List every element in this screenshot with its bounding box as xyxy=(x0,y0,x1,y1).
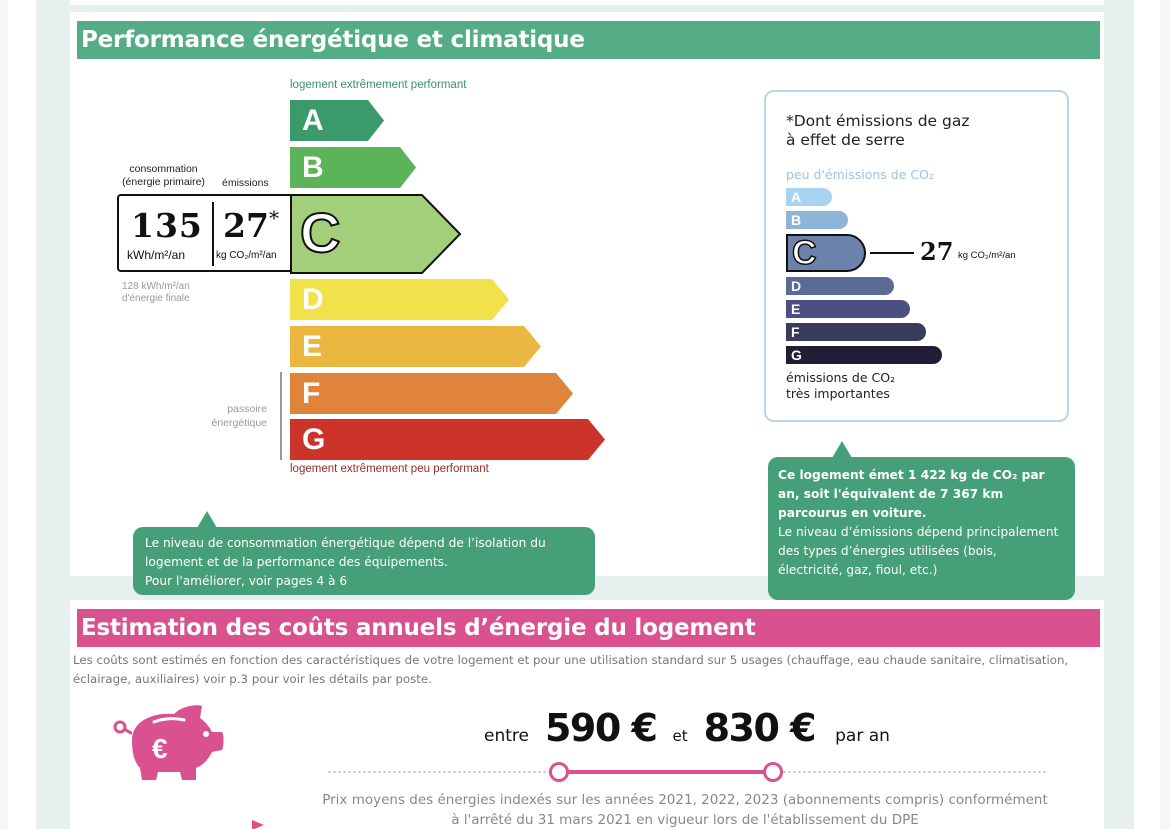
dpe-bar-a: A xyxy=(290,100,385,141)
dpe-letter-b: B xyxy=(302,151,324,184)
ges-letter-a: A xyxy=(791,189,802,205)
ges-value: 27 xyxy=(920,237,954,266)
word-between: entre xyxy=(484,726,529,746)
passoire-line2: énergétique xyxy=(211,417,267,429)
word-per-year: par an xyxy=(835,726,890,746)
price-note: Prix moyens des énergies indexés sur les… xyxy=(300,790,1070,829)
ges-bar-g: G xyxy=(786,346,942,364)
slider-track-right xyxy=(782,771,1047,773)
price-note-line1: Prix moyens des énergies indexés sur les… xyxy=(322,792,1048,808)
slider-track-left xyxy=(327,771,549,773)
dpe-bar-f: F xyxy=(290,373,574,414)
bubble-line3: Pour l'améliorer, voir pages 4 à 6 xyxy=(145,574,348,588)
dpe-letter-d: D xyxy=(302,283,324,316)
slider-range-fill xyxy=(565,770,770,774)
ges-label-high: émissions de CO₂ très importantes xyxy=(786,370,895,402)
cost-range: entre 590 € et 830 € par an xyxy=(484,706,890,758)
piggy-bank-euro-icon: € xyxy=(110,700,228,788)
dpe-bar-c-current xyxy=(290,194,465,278)
dpe-bar-g: G xyxy=(290,419,606,460)
consumption-emissions-box: 135 kWh/m²/an 27* kg CO₂/m²/an xyxy=(117,194,293,272)
ges-label-high-line1: émissions de CO₂ xyxy=(786,370,896,385)
ges-bar-a: A xyxy=(786,188,832,206)
final-energy-label: 128 kWh/m²/an d'énergie finale xyxy=(122,281,190,305)
pink-arrow-icon xyxy=(252,820,264,829)
label-extremely-efficient: logement extrêmement performant xyxy=(290,79,467,91)
emissions-bubble-text: Le niveau d’émissions dépend principalem… xyxy=(778,525,1059,577)
ges-bar-f: F xyxy=(786,323,926,341)
ges-letter-f: F xyxy=(791,324,800,340)
emissions-number: 27 xyxy=(223,206,269,245)
dpe-bar-e: E xyxy=(290,326,542,367)
slider-min-knob xyxy=(549,762,569,782)
emissions-unit: kg CO₂/m²/an xyxy=(216,250,277,261)
dpe-letter-g: G xyxy=(302,423,326,456)
emissions-header: émissions xyxy=(222,177,269,189)
consumption-header: consommation (énergie primaire) xyxy=(116,163,211,189)
performance-section-title: Performance énergétique et climatique xyxy=(77,21,1100,59)
dpe-letter-a: A xyxy=(302,104,324,137)
consumption-info-bubble: Le niveau de consommation énergétique dé… xyxy=(133,511,595,595)
emissions-info-bubble: Ce logement émet 1 422 kg de CO₂ par an,… xyxy=(768,441,1075,600)
ges-title: *Dont émissions de gaz à effet de serre xyxy=(786,112,969,150)
ges-bar-d: D xyxy=(786,277,894,295)
dpe-letter-f: F xyxy=(302,377,321,410)
bubble-line2: logement et de la performance des équipe… xyxy=(145,555,448,569)
ges-letter-b: B xyxy=(791,212,802,228)
consumption-value: 135 xyxy=(131,206,203,245)
dpe-letter-e: E xyxy=(302,330,323,363)
ges-title-line2: à effet de serre xyxy=(786,131,905,149)
ges-label-low: peu d'émissions de CO₂ xyxy=(786,167,934,182)
emissions-bubble-strong: Ce logement émet 1 422 kg de CO₂ par an,… xyxy=(778,468,1045,520)
word-and: et xyxy=(672,727,688,745)
cost-max: 830 € xyxy=(703,706,817,750)
price-note-line2: à l'arrêté du 31 mars 2021 en vigueur lo… xyxy=(451,812,919,828)
dpe-letter-c: C xyxy=(299,200,341,265)
emissions-asterisk: * xyxy=(268,206,279,230)
costs-description: Les coûts sont estimés en fonction des c… xyxy=(73,653,1069,686)
ges-bar-b: B xyxy=(786,211,848,229)
slider-max-knob xyxy=(763,762,783,782)
dpe-bar-d: D xyxy=(290,279,510,320)
label-extremely-inefficient: logement extrêmement peu performant xyxy=(290,463,489,475)
consumption-unit: kWh/m²/an xyxy=(127,248,186,262)
consumption-header-text: consommation (énergie primaire) xyxy=(122,163,205,188)
final-energy-caption: d'énergie finale xyxy=(122,293,190,304)
box-divider xyxy=(212,202,214,266)
svg-text:€: € xyxy=(152,733,168,764)
ges-letter-g: G xyxy=(791,347,802,363)
passoire-label: passoire énergétique xyxy=(200,402,267,430)
ges-pointer-line xyxy=(870,252,914,254)
cost-min: 590 € xyxy=(544,706,658,750)
ges-label-high-line2: très importantes xyxy=(786,386,890,401)
ges-unit: kg CO₂/m²/an xyxy=(958,250,1016,261)
ges-bar-c-current: C xyxy=(786,233,866,273)
dpe-bar-b: B xyxy=(290,147,417,188)
ges-panel: *Dont émissions de gaz à effet de serre … xyxy=(764,90,1069,422)
ges-letter-e: E xyxy=(791,301,801,317)
ges-letter-c: C xyxy=(791,233,817,273)
costs-section-title: Estimation des coûts annuels d’énergie d… xyxy=(77,609,1100,647)
ges-letter-d: D xyxy=(791,278,802,294)
ges-title-line1: *Dont émissions de gaz xyxy=(786,112,970,130)
cost-range-slider xyxy=(327,761,1047,783)
bubble-line1: Le niveau de consommation énergétique dé… xyxy=(145,536,546,550)
emissions-value: 27* xyxy=(223,206,279,245)
final-energy-value: 128 kWh/m²/an xyxy=(122,281,190,292)
passoire-line1: passoire xyxy=(227,403,267,415)
previous-section-edge xyxy=(70,0,1104,5)
passoire-bracket xyxy=(280,372,282,460)
ges-bar-e: E xyxy=(786,300,910,318)
